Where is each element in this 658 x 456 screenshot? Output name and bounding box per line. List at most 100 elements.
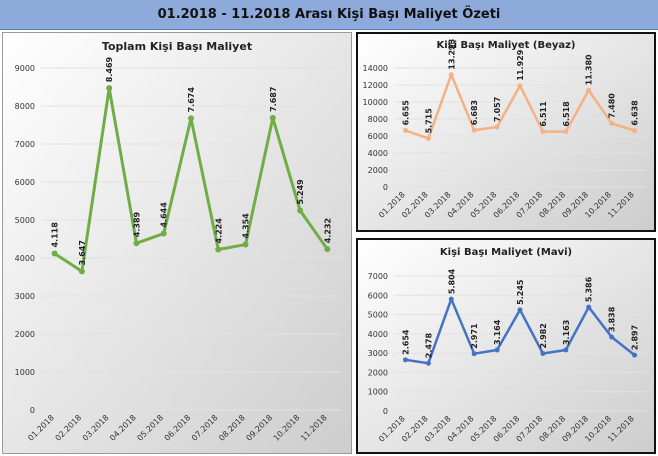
page-title: 01.2018 - 11.2018 Arası Kişi Başı Maliye… — [157, 7, 501, 22]
y-tick-label: 6000 — [368, 132, 388, 141]
y-tick-label: 4000 — [368, 149, 388, 158]
data-label: 7.480 — [608, 93, 617, 119]
data-point — [448, 72, 454, 78]
data-point — [609, 334, 615, 340]
chart-white-collar-panel: Kişi Başı Maliyet (Beyaz) 0 2000 4000 6000 80… — [356, 32, 656, 232]
data-label: 2.897 — [631, 325, 640, 350]
data-point — [517, 83, 523, 89]
data-label: 4.354 — [242, 213, 251, 239]
data-label: 4.224 — [214, 218, 223, 244]
data-label: 5.715 — [424, 108, 433, 134]
chart-title: Kişi Başı Maliyet (Beyaz) — [436, 40, 575, 51]
y-tick-label: 4000 — [15, 254, 35, 263]
data-point — [402, 357, 408, 363]
data-point — [160, 230, 167, 237]
chart-total-cost-panel: Toplam Kişi Başı Maliyet 0 1000 2000 3000 400… — [2, 32, 352, 454]
y-tick-label: 2000 — [368, 368, 388, 377]
y-tick-label: 1000 — [15, 368, 35, 377]
y-tick-label: 0 — [30, 406, 35, 415]
data-label: 11.929 — [516, 49, 525, 80]
data-label: 7.057 — [493, 97, 502, 122]
data-point — [609, 120, 615, 126]
y-tick-label: 0 — [383, 183, 388, 192]
data-label: 2.478 — [424, 332, 433, 358]
data-label: 3.647 — [78, 240, 87, 265]
data-label: 6.655 — [401, 100, 410, 126]
data-point — [471, 127, 477, 133]
data-label: 2.982 — [539, 323, 548, 348]
data-label: 5.804 — [447, 268, 456, 294]
y-tick-label: 5000 — [15, 216, 35, 225]
data-point — [133, 240, 140, 247]
data-label: 4.118 — [51, 222, 60, 248]
y-tick-label: 1000 — [368, 388, 388, 397]
data-label: 3.164 — [493, 319, 502, 345]
data-point — [471, 351, 477, 357]
report-banner: 01.2018 - 11.2018 Arası Kişi Başı Maliye… — [0, 0, 658, 30]
chart-total-cost: Toplam Kişi Başı Maliyet 0 1000 2000 3000 400… — [3, 33, 351, 453]
data-label: 6.511 — [539, 101, 548, 127]
y-tick-label: 7000 — [15, 140, 35, 149]
data-point — [563, 347, 569, 353]
y-tick-label: 2000 — [368, 166, 388, 175]
y-tick-label: 14000 — [363, 64, 388, 73]
data-label: 11.380 — [585, 54, 594, 85]
y-tick-label: 8000 — [368, 115, 388, 124]
data-point — [402, 127, 408, 133]
data-point — [540, 129, 546, 135]
chart-blue-collar: Kişi Başı Maliyet (Mavi) 0 1000 2000 3000 400… — [358, 240, 654, 452]
chart-background — [358, 240, 654, 452]
data-label: 4.644 — [160, 202, 169, 228]
y-tick-label: 10000 — [363, 98, 388, 107]
y-tick-label: 9000 — [15, 64, 35, 73]
data-point — [632, 128, 638, 134]
data-label: 6.683 — [470, 100, 479, 125]
data-point — [632, 352, 638, 358]
data-point — [188, 115, 194, 122]
data-point — [494, 124, 500, 130]
y-tick-label: 8000 — [15, 102, 35, 111]
data-point — [586, 87, 592, 93]
data-label: 5.386 — [585, 276, 594, 302]
data-label: 3.163 — [562, 320, 571, 345]
y-tick-label: 6000 — [368, 291, 388, 300]
data-point — [540, 350, 546, 356]
y-tick-label: 4000 — [368, 330, 388, 339]
data-label: 6.638 — [631, 100, 640, 126]
data-point — [242, 241, 249, 248]
y-tick-label: 7000 — [368, 272, 388, 281]
chart-white-collar: Kişi Başı Maliyet (Beyaz) 0 2000 4000 6000 80… — [358, 34, 654, 230]
data-point — [51, 250, 58, 257]
y-tick-label: 0 — [383, 407, 388, 416]
chart-title: Toplam Kişi Başı Maliyet — [102, 40, 252, 53]
data-point — [106, 85, 113, 92]
data-label: 2.971 — [470, 323, 479, 349]
y-tick-label: 12000 — [363, 81, 388, 90]
data-label: 2.654 — [401, 329, 410, 355]
data-point — [78, 268, 85, 275]
data-point — [425, 360, 431, 366]
y-tick-label: 2000 — [15, 330, 35, 339]
data-label: 7.687 — [269, 87, 278, 112]
data-point — [586, 304, 592, 310]
data-label: 8.469 — [105, 56, 114, 82]
data-label: 5.245 — [516, 279, 525, 305]
data-point — [269, 114, 276, 121]
data-point — [297, 207, 304, 214]
data-point — [563, 129, 569, 135]
data-label: 4.232 — [323, 218, 332, 243]
data-label: 5.249 — [296, 179, 305, 205]
data-label: 13.223 — [447, 39, 456, 70]
data-label: 7.674 — [187, 87, 196, 113]
data-point — [324, 246, 331, 253]
data-point — [215, 246, 222, 253]
chart-blue-collar-panel: Kişi Başı Maliyet (Mavi) 0 1000 2000 3000 400… — [356, 238, 656, 454]
y-tick-label: 6000 — [15, 178, 35, 187]
data-point — [448, 296, 454, 302]
data-label: 3.838 — [608, 306, 617, 332]
data-point — [425, 135, 431, 141]
chart-background — [3, 33, 351, 453]
y-tick-label: 3000 — [15, 292, 35, 301]
y-tick-label: 5000 — [368, 311, 388, 320]
data-point — [517, 307, 523, 313]
